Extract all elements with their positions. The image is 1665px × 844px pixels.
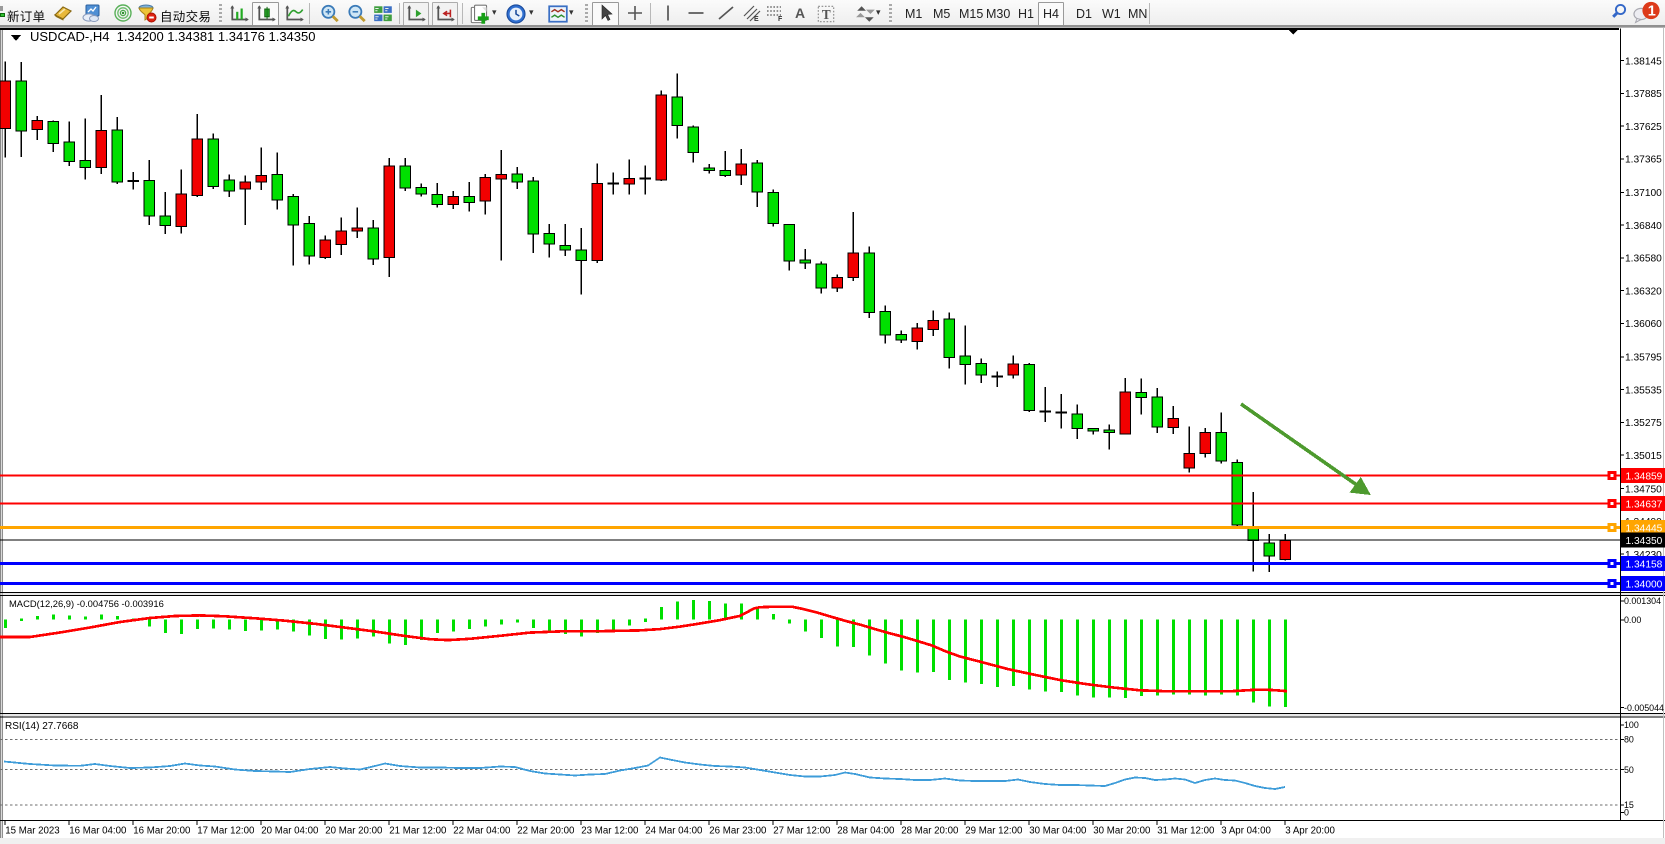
svg-text:20 Mar 04:00: 20 Mar 04:00	[261, 826, 319, 837]
svg-text:16 Mar 04:00: 16 Mar 04:00	[69, 826, 127, 837]
svg-text:16 Mar 20:00: 16 Mar 20:00	[133, 826, 191, 837]
svg-text:1.35275: 1.35275	[1625, 418, 1662, 429]
svg-text:26 Mar 23:00: 26 Mar 23:00	[709, 826, 767, 837]
svg-text:21 Mar 12:00: 21 Mar 12:00	[389, 826, 447, 837]
svg-text:1.37625: 1.37625	[1625, 122, 1662, 133]
svg-text:1: 1	[1648, 4, 1656, 20]
svg-text:1.34350: 1.34350	[1626, 536, 1663, 547]
svg-text:-0.005044: -0.005044	[1624, 703, 1664, 713]
svg-text:1.35015: 1.35015	[1625, 451, 1662, 462]
svg-text:1.34637: 1.34637	[1626, 500, 1663, 511]
svg-text:30 Mar 04:00: 30 Mar 04:00	[1029, 826, 1087, 837]
svg-text:27 Mar 12:00: 27 Mar 12:00	[773, 826, 831, 837]
svg-text:1.34750: 1.34750	[1625, 484, 1662, 495]
svg-text:0.001304: 0.001304	[1624, 596, 1661, 606]
svg-text:RSI(14) 27.7668: RSI(14) 27.7668	[5, 721, 79, 732]
svg-text:F: F	[778, 16, 783, 23]
svg-text:17 Mar 12:00: 17 Mar 12:00	[197, 826, 255, 837]
svg-text:15: 15	[1624, 800, 1634, 810]
svg-text:3 Apr 20:00: 3 Apr 20:00	[1285, 826, 1335, 837]
svg-text:28 Mar 04:00: 28 Mar 04:00	[837, 826, 895, 837]
svg-text:T: T	[822, 7, 831, 22]
svg-text:1.34445: 1.34445	[1626, 524, 1663, 535]
svg-text:20 Mar 20:00: 20 Mar 20:00	[325, 826, 383, 837]
svg-text:50: 50	[1624, 765, 1634, 775]
svg-text:1.37885: 1.37885	[1625, 89, 1662, 100]
svg-text:1.35535: 1.35535	[1625, 385, 1662, 396]
svg-text:3 Apr 04:00: 3 Apr 04:00	[1221, 826, 1271, 837]
svg-text:80: 80	[1624, 735, 1634, 745]
svg-text:15 Mar 2023: 15 Mar 2023	[5, 826, 59, 837]
svg-text:30 Mar 20:00: 30 Mar 20:00	[1093, 826, 1151, 837]
svg-text:31 Mar 12:00: 31 Mar 12:00	[1157, 826, 1215, 837]
svg-text:E: E	[754, 16, 759, 23]
svg-text:1.34859: 1.34859	[1626, 472, 1663, 483]
svg-text:USDCAD-,H4 1.34200 1.34381 1.: USDCAD-,H4 1.34200 1.34381 1.34176 1.343…	[30, 29, 315, 44]
svg-text:1.34230: 1.34230	[1625, 550, 1662, 561]
svg-text:1.36320: 1.36320	[1625, 286, 1662, 297]
svg-text:1.34000: 1.34000	[1626, 580, 1663, 591]
svg-text:1.36840: 1.36840	[1625, 221, 1662, 232]
svg-text:23 Mar 12:00: 23 Mar 12:00	[581, 826, 639, 837]
svg-text:1.36580: 1.36580	[1625, 254, 1662, 265]
svg-text:24 Mar 04:00: 24 Mar 04:00	[645, 826, 703, 837]
svg-text:28 Mar 20:00: 28 Mar 20:00	[901, 826, 959, 837]
svg-text:1.36060: 1.36060	[1625, 319, 1662, 330]
svg-text:0: 0	[1624, 808, 1629, 818]
svg-text:1.38145: 1.38145	[1625, 56, 1662, 67]
svg-text:0.00: 0.00	[1624, 615, 1641, 625]
svg-text:MACD(12,26,9) -0.004756 -0.003: MACD(12,26,9) -0.004756 -0.003916	[9, 598, 164, 609]
svg-text:1.34158: 1.34158	[1626, 560, 1663, 571]
svg-text:1.37100: 1.37100	[1625, 188, 1662, 199]
svg-text:29 Mar 12:00: 29 Mar 12:00	[965, 826, 1023, 837]
svg-text:100: 100	[1624, 720, 1639, 730]
svg-text:22 Mar 20:00: 22 Mar 20:00	[517, 826, 575, 837]
svg-text:1.35795: 1.35795	[1625, 353, 1662, 364]
svg-text:1.37365: 1.37365	[1625, 155, 1662, 166]
svg-text:22 Mar 04:00: 22 Mar 04:00	[453, 826, 511, 837]
